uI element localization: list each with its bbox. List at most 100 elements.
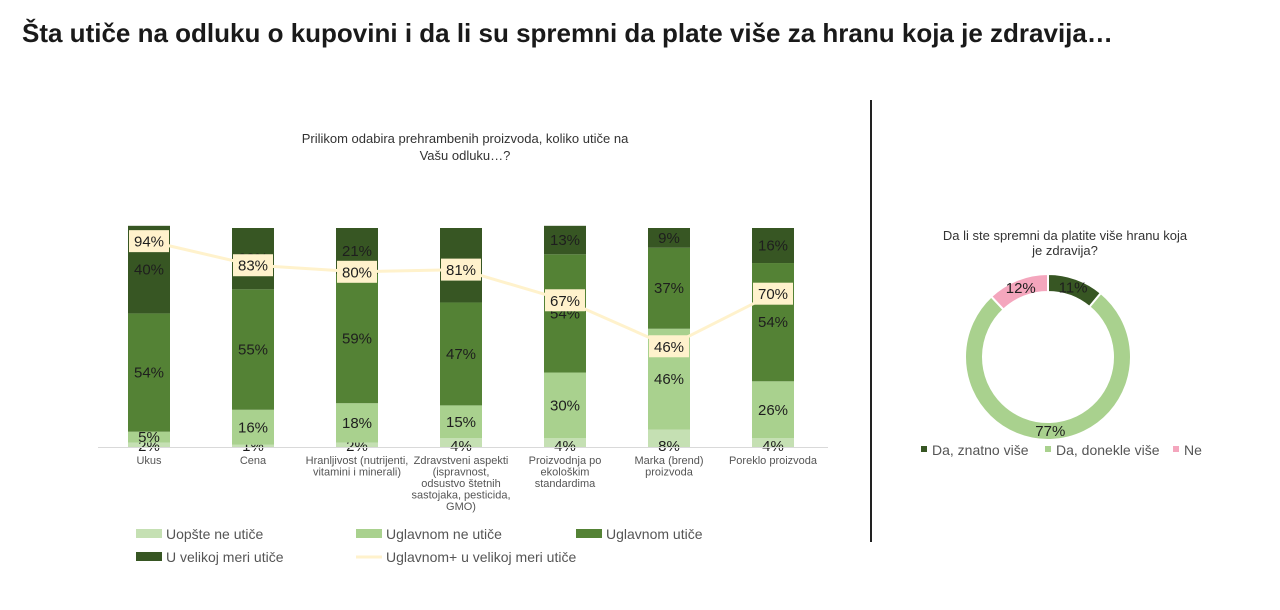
line-label-box (233, 254, 273, 277)
bar-segment-1 (128, 442, 170, 447)
legend-swatch (136, 552, 162, 561)
category-label: Zdravstveni aspekti (414, 455, 509, 467)
bar-data-label: 30% (550, 397, 580, 414)
line-label-box (441, 258, 481, 281)
bar-data-label: 4% (762, 438, 784, 455)
donut-data-label: 11% (1059, 279, 1088, 296)
bar-segment-2 (752, 381, 794, 439)
bar-segment-2 (440, 405, 482, 439)
legend-label: Uglavnom ne utiče (386, 526, 502, 542)
donut-data-label: 77% (1035, 423, 1065, 440)
bar-segment-3 (336, 273, 378, 404)
bar-data-label: 15% (446, 414, 476, 431)
donut-chart-title: je zdravija? (1031, 243, 1098, 258)
bar-segment-3 (648, 247, 690, 329)
bar-segment-1 (440, 438, 482, 447)
bar-segment-2 (336, 403, 378, 443)
legend-label: Uopšte ne utiče (166, 526, 263, 542)
bar-data-label: 16% (238, 419, 268, 436)
category-label: Poreklo proizvoda (729, 455, 818, 467)
bar-data-label: 26% (758, 402, 788, 419)
bar-data-label: 59% (342, 331, 372, 348)
legend-label: Uglavnom utiče (606, 526, 703, 542)
bar-data-label: 9% (658, 230, 680, 247)
legend-label: Uglavnom+ u velikoj meri utiče (386, 549, 576, 565)
line-data-label: 81% (446, 262, 476, 279)
bar-data-label: 16% (758, 238, 788, 255)
bar-data-label: 54% (134, 365, 164, 382)
legend-label: Ne (1184, 442, 1202, 458)
bar-data-label: 21% (342, 243, 372, 260)
category-label: Marka (brend) (634, 455, 703, 467)
bar-segment-3 (232, 289, 274, 410)
bar-data-label: 18% (342, 415, 372, 432)
bar-data-label: 54% (758, 314, 788, 331)
bar-segment-1 (648, 429, 690, 447)
category-label: Ukus (136, 455, 162, 467)
legend-swatch (576, 529, 602, 538)
bar-segment-3 (440, 302, 482, 406)
legend-swatch (1173, 446, 1179, 452)
category-label: odsustvo štetnih (421, 478, 501, 490)
bar-segment-1 (752, 438, 794, 447)
category-label: sastojaka, pesticida, (411, 490, 510, 502)
legend-swatch (356, 529, 382, 538)
line-data-label: 94% (134, 234, 164, 251)
line-data-label: 70% (758, 286, 788, 303)
line-label-box (337, 260, 377, 283)
bar-segment-4 (648, 228, 690, 248)
bar-segment-1 (544, 438, 586, 447)
line-label-box (129, 230, 169, 253)
bar-data-label: 37% (654, 280, 684, 297)
bar-data-label: 4% (450, 438, 472, 455)
line-data-label: 80% (342, 264, 372, 281)
bar-segment-1 (336, 442, 378, 447)
line-label-box (649, 335, 689, 358)
legend-label: Da, znatno više (932, 442, 1029, 458)
bar-data-label: 13% (550, 232, 580, 249)
bar-chart-title: Vašu odluku…? (420, 148, 511, 163)
legend-swatch (921, 446, 927, 452)
bar-segment-4 (544, 225, 586, 255)
bar-segment-4 (752, 228, 794, 264)
category-label: ekološkim (541, 467, 590, 479)
bar-chart-title: Prilikom odabira prehrambenih proizvoda,… (302, 131, 629, 146)
category-label: Cena (240, 455, 267, 467)
legend-swatch (136, 529, 162, 538)
line-data-label: 46% (654, 339, 684, 356)
category-label: Hranljivost (nutrijenti, (306, 455, 409, 467)
category-label: (ispravnost, (433, 467, 490, 479)
bar-data-label: 4% (554, 438, 576, 455)
bar-data-label: 5% (138, 429, 160, 446)
bar-data-label: 47% (446, 346, 476, 363)
category-label: Proizvodnja po (529, 455, 602, 467)
category-label: GMO) (446, 501, 476, 513)
donut-chart-title: Da li ste spremni da platite više hranu … (943, 228, 1188, 243)
bar-segment-2 (544, 372, 586, 439)
legend-label: Da, donekle više (1056, 442, 1160, 458)
bar-data-label: 40% (134, 262, 164, 279)
bar-segment-3 (128, 313, 170, 432)
line-data-label: 67% (550, 293, 580, 310)
bar-segment-2 (232, 409, 274, 445)
donut-slice (989, 272, 1049, 312)
bar-segment-3 (544, 254, 586, 373)
page-title: Šta utiče na odluku o kupovini i da li s… (22, 18, 1113, 48)
category-label: standardima (535, 478, 596, 490)
bar-data-label: 8% (658, 438, 680, 455)
legend-label: U velikoj meri utiče (166, 549, 284, 565)
category-label: vitamini i minerali) (313, 467, 401, 479)
bar-data-label: 55% (238, 342, 268, 359)
bar-segment-1 (232, 444, 274, 447)
legend-swatch (1045, 446, 1051, 452)
section-divider (870, 100, 872, 542)
bar-segment-2 (128, 431, 170, 443)
line-label-box (753, 282, 793, 305)
line-data-label: 83% (238, 258, 268, 275)
bar-data-label: 46% (654, 371, 684, 388)
category-label: proizvoda (645, 467, 694, 479)
donut-slice (964, 291, 1132, 441)
line-label-box (545, 289, 585, 312)
donut-data-label: 12% (1006, 280, 1036, 297)
